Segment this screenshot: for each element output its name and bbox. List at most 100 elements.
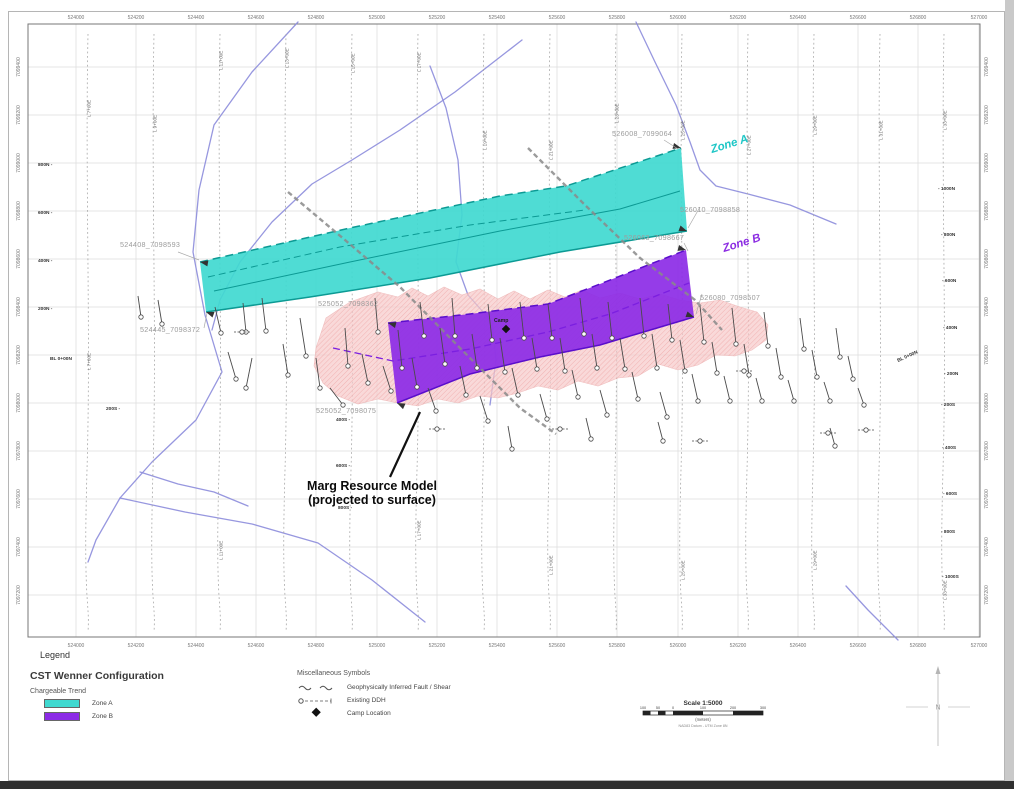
legend-misc-symbols: Miscellaneous Symbols Geophysically Infe… bbox=[297, 670, 451, 720]
drillhole-end bbox=[562, 368, 568, 374]
station-label-right: - 1000N bbox=[938, 186, 956, 192]
scalebar-tick: 0 bbox=[672, 706, 674, 710]
station-label-right: - 1000S bbox=[942, 574, 960, 580]
drillhole-end bbox=[285, 372, 291, 378]
zone-b-tip-arrow bbox=[388, 322, 397, 328]
drillhole-end bbox=[664, 414, 670, 420]
legend-title: Legend bbox=[40, 650, 71, 660]
drillhole-trace bbox=[315, 357, 321, 389]
label-leader bbox=[177, 251, 200, 261]
drillhole-trace bbox=[659, 391, 668, 418]
northing-label-right: 7098600 bbox=[984, 249, 990, 269]
annotation-line2: (projected to surface) bbox=[308, 493, 436, 507]
survey-line-label: L 15+00E bbox=[351, 53, 356, 73]
easting-label-top: 525200 bbox=[429, 15, 446, 21]
drillhole-collar bbox=[557, 426, 563, 432]
drillhole-trace bbox=[487, 303, 493, 341]
drillhole-trace bbox=[585, 417, 592, 440]
station-label-left: 200N - bbox=[38, 306, 53, 312]
northing-label-right: 7098000 bbox=[984, 393, 990, 413]
drillhole-trace bbox=[607, 301, 613, 339]
zone-a-band bbox=[200, 148, 687, 312]
label-leader bbox=[687, 206, 701, 229]
drillhole-end bbox=[515, 392, 521, 398]
station-label-right: - 600S bbox=[943, 491, 958, 497]
easting-label-top: 524800 bbox=[308, 15, 325, 21]
zone-a-swatch bbox=[44, 699, 80, 708]
legend-chargeable-trend-label: Chargeable Trend bbox=[30, 688, 87, 695]
survey-line-label: L 19+00E bbox=[483, 130, 488, 150]
drillhole-trace bbox=[571, 369, 579, 398]
drillhole-end bbox=[654, 365, 660, 371]
survey-line bbox=[745, 33, 749, 633]
survey-line-label: L 9+00E bbox=[153, 115, 158, 132]
survey-line-label: L 29+00E bbox=[813, 550, 818, 570]
survey-line-label: L 11+00E bbox=[219, 541, 224, 560]
station-label-right: - 800S bbox=[941, 529, 956, 535]
survey-line bbox=[415, 33, 419, 633]
stream-line bbox=[119, 497, 426, 623]
easting-label-bottom: 526600 bbox=[850, 643, 867, 649]
drillhole-end bbox=[509, 446, 515, 452]
easting-label-top: 526600 bbox=[850, 15, 867, 21]
drillhole-end bbox=[635, 396, 641, 402]
drillhole-trace bbox=[479, 395, 489, 422]
drillhole-end bbox=[827, 398, 833, 404]
survey-line-label: L 7+00E bbox=[87, 353, 92, 370]
drillhole-trace bbox=[743, 343, 750, 376]
drillhole-trace bbox=[775, 347, 782, 378]
easting-label-bottom: 525800 bbox=[609, 643, 626, 649]
drillhole-end bbox=[850, 376, 856, 382]
station-label: 400S - bbox=[336, 417, 351, 423]
north-arrow-head bbox=[935, 666, 941, 674]
ddh-symbol-icon bbox=[297, 692, 337, 710]
drillhole-end bbox=[814, 374, 820, 380]
drillhole-trace bbox=[439, 327, 446, 365]
drillhole-trace bbox=[329, 387, 344, 406]
northing-label-left: 7098400 bbox=[16, 297, 22, 317]
easting-label-top: 525400 bbox=[489, 15, 506, 21]
drillhole-trace bbox=[723, 375, 731, 402]
drillhole-trace bbox=[835, 327, 841, 358]
drillhole-trace bbox=[579, 297, 585, 335]
survey-line bbox=[613, 33, 617, 633]
drillhole-trace bbox=[591, 333, 598, 369]
drillhole-end bbox=[421, 333, 427, 339]
fault-symbol-icon bbox=[297, 679, 337, 697]
zone-b-centerline bbox=[332, 282, 690, 362]
drillhole-trace bbox=[631, 371, 639, 400]
scalebar-tick: 200 bbox=[730, 706, 736, 710]
drillhole-trace bbox=[245, 357, 253, 389]
station-label-right: - 200N bbox=[944, 371, 959, 377]
drillhole-end bbox=[733, 341, 739, 347]
drillhole-trace bbox=[261, 297, 267, 332]
drillhole-end bbox=[682, 368, 688, 374]
survey-line-label: L 29+00E bbox=[813, 115, 818, 135]
stream-line bbox=[87, 21, 299, 563]
drillhole-end bbox=[233, 376, 239, 382]
northing-label-right: 7097200 bbox=[984, 585, 990, 605]
drillhole-collar bbox=[741, 368, 747, 374]
drillhole-end bbox=[159, 321, 165, 327]
ddh-symbol-label: Existing DDH bbox=[347, 697, 386, 704]
drillhole-end bbox=[837, 354, 843, 360]
scalebar-segment bbox=[643, 711, 651, 715]
drillhole-trace bbox=[619, 337, 626, 370]
easting-label-top: 526800 bbox=[910, 15, 927, 21]
drillhole-trace bbox=[507, 425, 513, 450]
drillhole-end bbox=[365, 380, 371, 386]
map-frame bbox=[27, 23, 981, 638]
drillhole-end bbox=[263, 328, 269, 334]
station-label-right: - 200S bbox=[941, 402, 956, 408]
station-label-right: - 800N bbox=[941, 232, 956, 238]
drillhole-trace bbox=[763, 311, 769, 347]
fault-symbol-label: Geophysically Inferred Fault / Shear bbox=[347, 684, 451, 691]
survey-line-label: L 27+00E bbox=[747, 135, 752, 155]
easting-label-bottom: 526200 bbox=[730, 643, 747, 649]
drillhole-trace bbox=[755, 377, 763, 402]
scalebar-units: (meters) bbox=[695, 717, 711, 722]
zone-a-dashed-line bbox=[207, 209, 586, 278]
drillhole-trace bbox=[559, 337, 566, 372]
zone-b-label: Zone B bbox=[92, 713, 113, 720]
drillhole-trace bbox=[787, 379, 795, 402]
